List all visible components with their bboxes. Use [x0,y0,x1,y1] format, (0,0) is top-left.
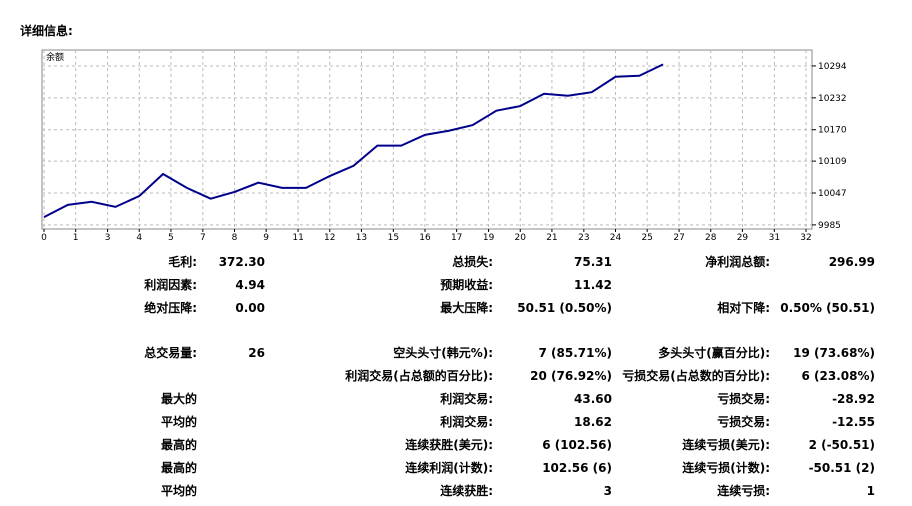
stat-value: 26 [248,346,265,360]
stat-label: 总损失: [452,254,493,269]
x-tick-label: 19 [483,233,495,243]
x-tick-label: 7 [200,233,206,243]
stat-label: 平均的 [161,414,197,429]
stat-value: 6 (23.08%) [802,369,875,383]
stat-value: 0.00 [235,301,265,315]
x-tick-label: 23 [578,233,589,243]
stat-value: 1 [867,484,875,498]
x-tick-label: 27 [673,233,684,243]
stat-label: 连续利润(计数): [405,460,493,475]
stat-label: 利润交易: [440,414,493,429]
x-tick-label: 11 [292,233,303,243]
stat-value: 43.60 [574,392,612,406]
stat-label: 连续亏损(计数): [682,460,770,475]
x-tick-label: 13 [356,233,367,243]
chart-label: 余额 [46,51,64,63]
stat-label: 亏损交易(占总数的百分比): [622,368,770,383]
stat-label: 空头头寸(韩元%): [393,345,493,360]
stat-label: 连续亏损(美元): [682,437,770,452]
y-tick-label: 10294 [818,62,847,72]
x-tick-label: 31 [769,233,780,243]
stat-value: 11.42 [574,278,612,292]
stat-label: 最高的 [161,460,197,475]
x-tick-label: 4 [136,233,142,243]
stat-value: -12.55 [832,415,875,429]
stat-value: 6 (102.56) [542,438,612,452]
x-tick-label: 24 [610,233,622,243]
stat-value: 19 (73.68%) [793,346,875,360]
x-tick-label: 1 [73,233,79,243]
stat-label: 连续获胜: [440,483,493,498]
x-tick-label: 15 [388,233,399,243]
stat-label: 连续获胜(美元): [405,437,493,452]
stat-label: 利润因素: [144,277,197,292]
stat-value: -28.92 [832,392,875,406]
stat-label: 净利润总额: [705,254,770,269]
stat-label: 连续亏损: [717,483,770,498]
stat-value: 50.51 (0.50%) [517,301,612,315]
x-tick-label: 28 [705,233,717,243]
stat-label: 最大压降: [440,300,493,315]
stat-label: 总交易量: [144,345,197,360]
y-tick-label: 9985 [818,221,841,231]
stat-label: 亏损交易: [717,414,770,429]
y-tick-label: 10170 [818,126,847,136]
x-tick-label: 20 [515,233,527,243]
stat-label: 利润交易(占总额的百分比): [345,368,493,383]
stat-value: 20 (76.92%) [530,369,612,383]
x-tick-label: 21 [546,233,557,243]
x-tick-label: 32 [800,233,811,243]
stat-label: 预期收益: [440,277,493,292]
x-tick-label: 5 [168,233,174,243]
stat-label: 相对下降: [717,300,770,315]
stat-label: 绝对压降: [144,300,197,315]
y-tick-label: 10109 [818,157,847,167]
stat-value: 0.50% (50.51) [780,301,875,315]
section-title: 详细信息: [20,23,73,38]
x-tick-label: 0 [41,233,47,243]
stat-value: 2 (-50.51) [809,438,875,452]
x-tick-label: 12 [324,233,335,243]
stat-value: 3 [604,484,612,498]
y-tick-label: 10232 [818,94,847,104]
x-tick-label: 17 [451,233,462,243]
x-tick-label: 29 [737,233,749,243]
x-tick-label: 16 [419,233,431,243]
x-tick-label: 9 [263,233,269,243]
stat-value: 372.30 [219,255,265,269]
stat-label: 平均的 [161,483,197,498]
stat-value: 296.99 [829,255,875,269]
stat-value: 4.94 [235,278,265,292]
x-tick-label: 3 [105,233,111,243]
stat-label: 利润交易: [440,391,493,406]
x-tick-label: 8 [232,233,238,243]
stat-value: 75.31 [574,255,612,269]
balance-line [43,63,664,219]
chart-frame [41,49,813,230]
stat-value: -50.51 (2) [809,461,875,475]
stat-label: 最大的 [161,391,197,406]
stat-label: 最高的 [161,437,197,452]
stat-label: 亏损交易: [717,391,770,406]
stat-label: 毛利: [168,254,197,269]
x-tick-label: 25 [641,233,652,243]
stat-label: 多头头寸(赢百分比): [658,345,770,360]
stat-value: 18.62 [574,415,612,429]
stat-value: 7 (85.71%) [539,346,612,360]
stat-value: 102.56 (6) [542,461,612,475]
y-tick-label: 10047 [818,189,847,199]
